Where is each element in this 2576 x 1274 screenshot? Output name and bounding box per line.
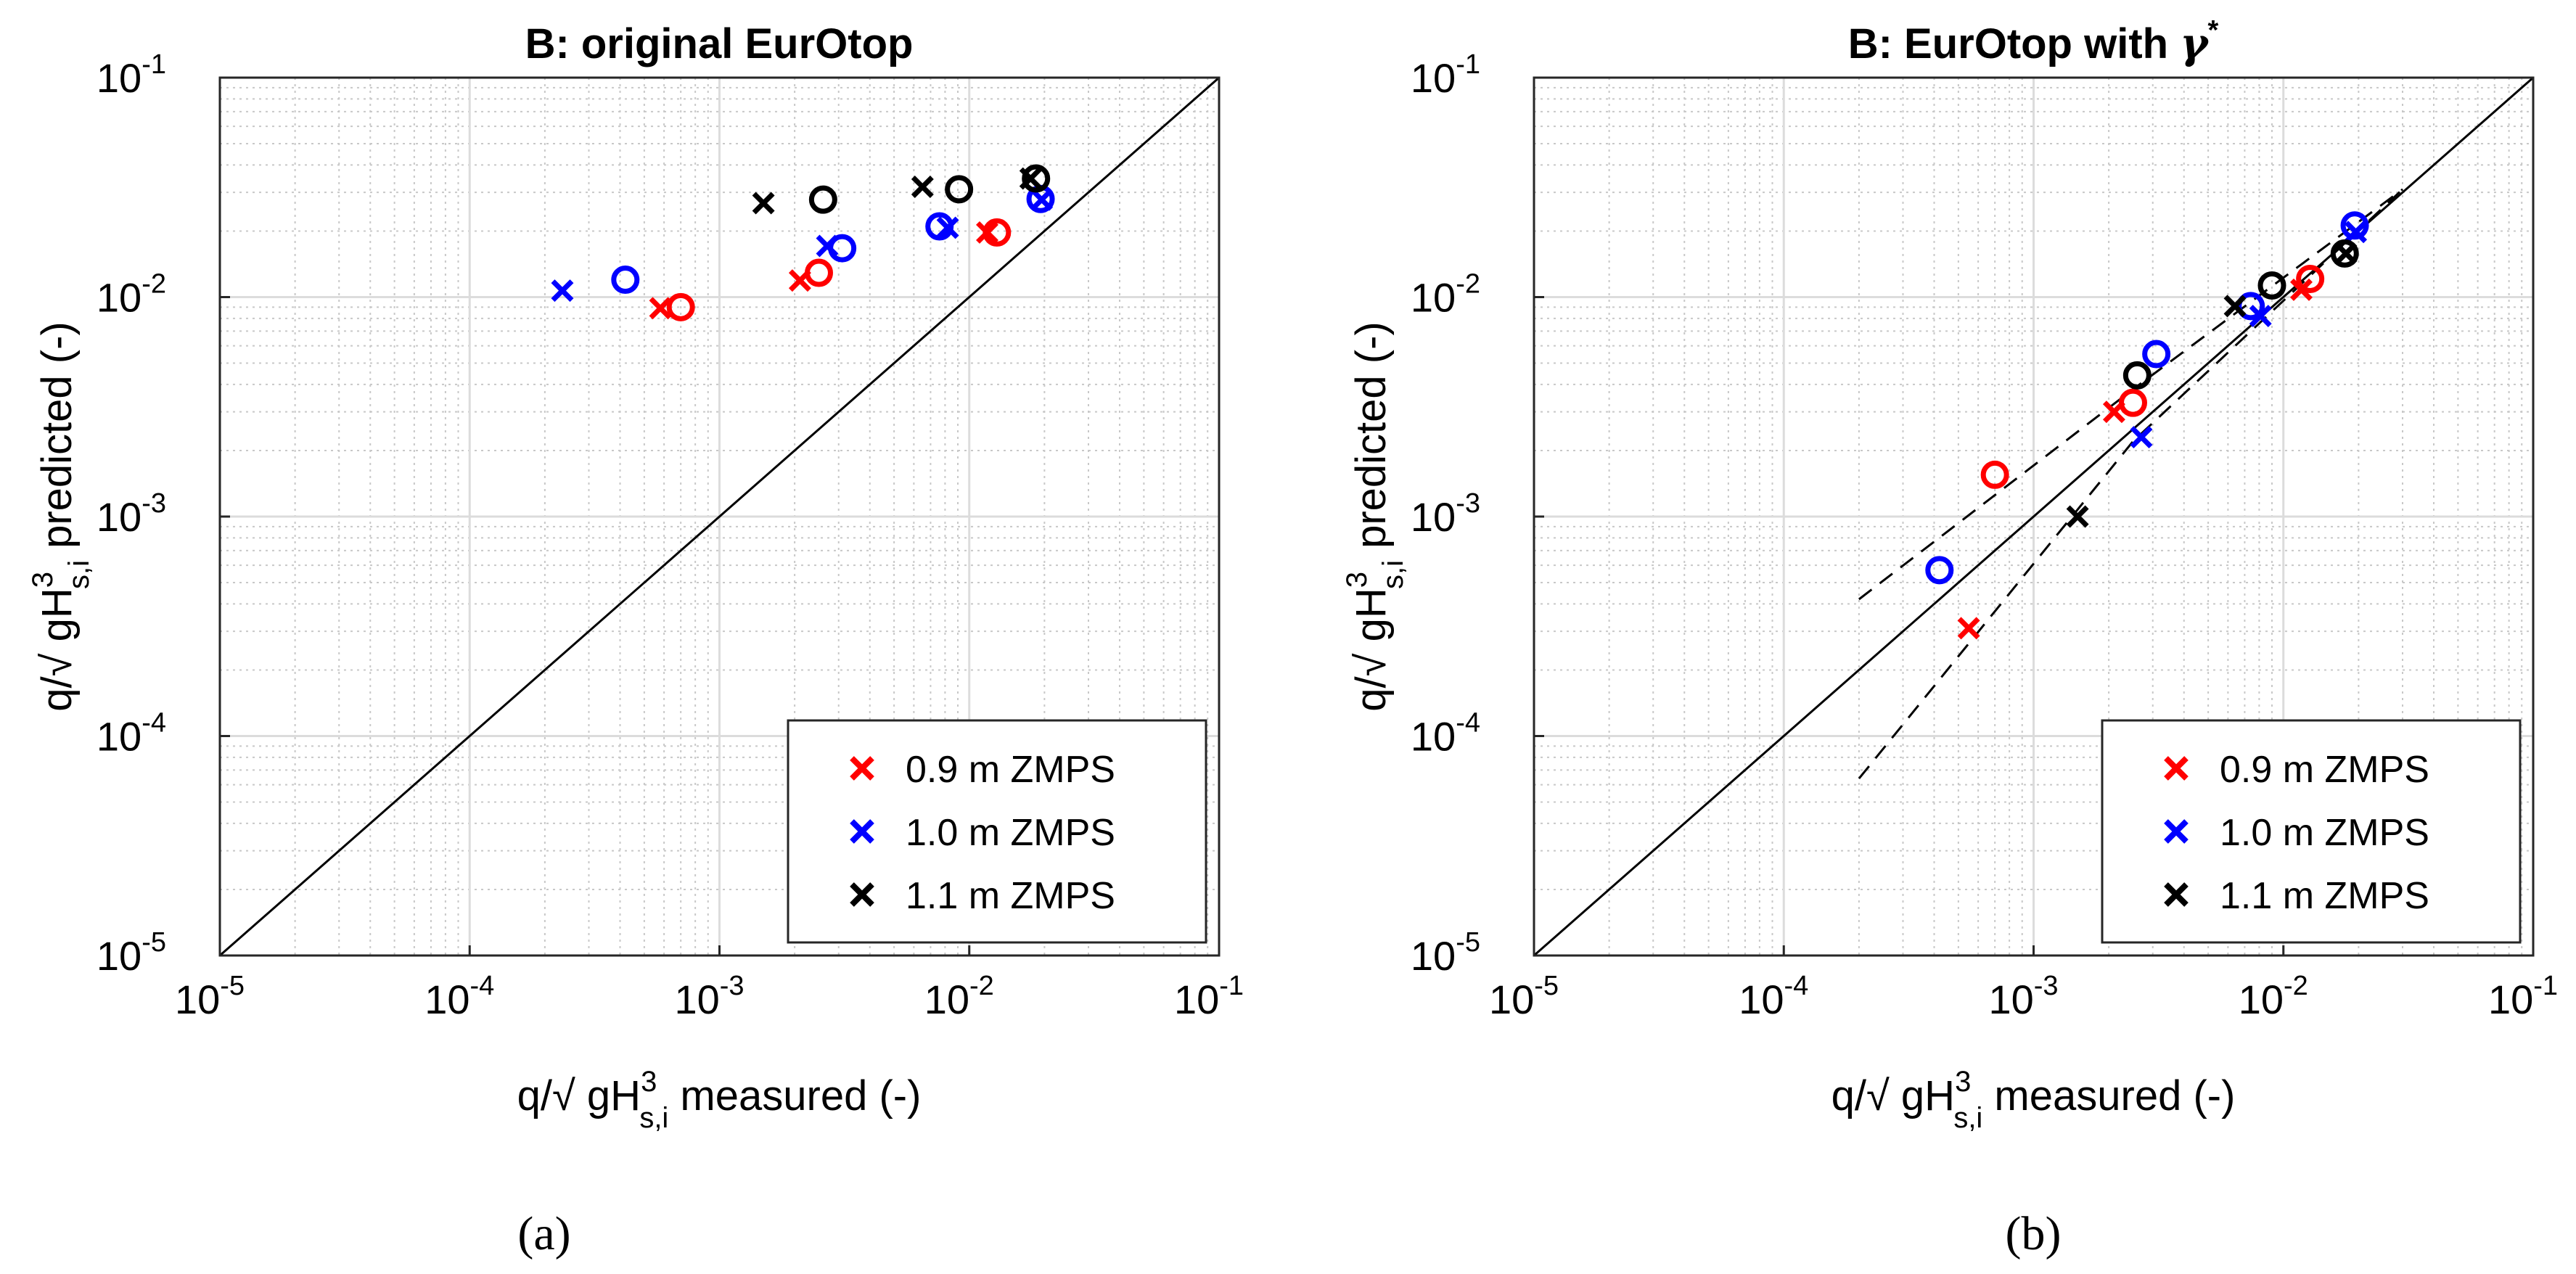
- x-tick-label: 10-1: [1174, 971, 1244, 1022]
- legend-marker-1-1m: [2164, 882, 2189, 907]
- y-tick-label: 10-1: [1411, 49, 1480, 101]
- data-point-circle: [2122, 361, 2152, 390]
- data-point-cross: [1957, 617, 1980, 640]
- legend-marker-1-0m: [2164, 819, 2189, 844]
- data-point-cross: [2345, 221, 2368, 244]
- x-tick-label: 10-2: [924, 971, 994, 1022]
- legend-label-1-0m: 1.0 m ZMPS: [2220, 812, 2429, 854]
- legend-box: [2101, 719, 2522, 944]
- legend-entry: 1.1 m ZMPS: [850, 875, 1115, 917]
- y-tick-label: 10-2: [97, 269, 166, 321]
- tick-labels: 10-510-5 10-4 10-4 10-3 10-3 10-2 10-2 10-1 10-1: [97, 49, 1244, 1022]
- data-point-cross: [1030, 188, 1054, 211]
- data-marks: [551, 164, 1055, 321]
- data-point-cross: [2334, 242, 2358, 265]
- legend: 0.9 m ZMPS 1.0 m ZMPS 1.1 m ZMPS: [2101, 719, 2522, 944]
- panel-caption: (a): [517, 1207, 570, 1260]
- y-tick-label: 10-1: [97, 49, 166, 101]
- panel-a: 10-510-5 10-4 10-4 10-3 10-3 10-2 10-2 10-1 10-1…: [27, 20, 1244, 1260]
- one-to-one-line: [219, 76, 1220, 957]
- data-marks: [1925, 211, 2369, 640]
- y-tick-label: 10-4: [1411, 708, 1480, 760]
- data-point-cross: [2290, 278, 2313, 301]
- data-point-cross: [816, 234, 839, 258]
- y-tick-label: 10-5: [97, 927, 166, 979]
- legend-box: [787, 719, 1207, 944]
- legend-entry: 1.1 m ZMPS: [2164, 875, 2429, 917]
- legend-marker-1-1m: [850, 882, 874, 907]
- data-point-cross: [911, 176, 934, 198]
- x-tick-label: 10-5: [1489, 971, 1559, 1022]
- data-point-circle: [2330, 239, 2359, 268]
- y-tick-label: 10-3: [1411, 488, 1480, 540]
- data-point-circle: [808, 185, 837, 214]
- x-tick-label: 10-3: [1988, 971, 2058, 1022]
- legend-entry: 0.9 m ZMPS: [850, 749, 1115, 791]
- legend-marker-1-0m: [850, 819, 874, 844]
- data-point-circle: [2257, 271, 2286, 300]
- y-tick-label: 10-2: [1411, 269, 1480, 321]
- y-tick-label: 10-3: [97, 488, 166, 540]
- legend-marker-0-9m: [2164, 756, 2189, 781]
- legend-label-1-1m: 1.1 m ZMPS: [2220, 875, 2429, 917]
- data-point-cross: [1019, 167, 1042, 190]
- data-point-circle: [2340, 211, 2369, 240]
- data-point-circle: [611, 266, 640, 295]
- dashed-bound-line: [1858, 188, 2404, 780]
- y-tick-label: 10-4: [97, 708, 166, 760]
- legend-label-0-9m: 0.9 m ZMPS: [2220, 749, 2429, 791]
- data-point-cross: [2066, 505, 2089, 528]
- x-tick-label: 10-4: [424, 971, 494, 1022]
- data-point-circle: [2296, 264, 2325, 293]
- legend-marker-0-9m: [850, 756, 874, 781]
- legend-label-1-0m: 1.0 m ZMPS: [906, 812, 1115, 854]
- y-tick-label: 10-5: [1411, 927, 1480, 979]
- data-point-circle: [2236, 292, 2265, 321]
- x-axis-label: q/√ gH3 s,i measured (-): [517, 1066, 922, 1134]
- x-tick-label: 10-4: [1739, 971, 1808, 1022]
- legend-label-1-1m: 1.1 m ZMPS: [906, 875, 1115, 917]
- x-tick-label: 10-3: [674, 971, 744, 1022]
- x-tick-label: 10-2: [2239, 971, 2308, 1022]
- reference-lines: [219, 76, 1220, 957]
- data-point-cross: [2102, 400, 2125, 424]
- data-point-cross: [2249, 305, 2272, 328]
- x-tick-label: 10-5: [175, 971, 245, 1022]
- data-point-cross: [2130, 426, 2153, 449]
- panel-caption: (b): [2006, 1207, 2062, 1260]
- data-point-cross: [649, 297, 672, 320]
- data-point-circle: [2142, 340, 2171, 369]
- legend-entry: 1.0 m ZMPS: [850, 812, 1115, 854]
- data-point-cross: [2223, 295, 2247, 318]
- data-point-circle: [666, 292, 695, 321]
- legend-entry: 1.0 m ZMPS: [2164, 812, 2429, 854]
- data-point-cross: [936, 216, 959, 239]
- data-point-cross: [551, 279, 574, 303]
- y-axis-label: q/√ gH3 s,i predicted (-): [27, 321, 95, 712]
- data-point-cross: [752, 192, 775, 215]
- legend-entry: 0.9 m ZMPS: [2164, 749, 2429, 791]
- chart-title: B: EurOtop with γ*: [1848, 15, 2219, 68]
- y-axis-label: q/√ gH3 s,i predicted (-): [1341, 321, 1409, 712]
- x-tick-label: 10-1: [2488, 971, 2558, 1022]
- x-axis-label: q/√ gH3 s,i measured (-): [1831, 1066, 2236, 1134]
- data-point-circle: [945, 175, 974, 204]
- data-point-circle: [1980, 460, 2009, 489]
- legend-label-0-9m: 0.9 m ZMPS: [906, 749, 1115, 791]
- chart-title: B: original EurOtop: [525, 20, 914, 67]
- data-point-circle: [1925, 556, 1954, 585]
- data-point-cross: [976, 221, 998, 244]
- data-point-circle: [1022, 164, 1051, 193]
- legend: 0.9 m ZMPS 1.0 m ZMPS 1.1 m ZMPS: [787, 719, 1207, 944]
- panel-b: 10-510-5 10-4 10-4 10-3 10-3 10-2 10-2 10-1 10-1…: [1341, 15, 2558, 1260]
- data-point-cross: [788, 269, 811, 292]
- tick-labels: 10-510-5 10-4 10-4 10-3 10-3 10-2 10-2 10-1 10-1: [1411, 49, 2558, 1022]
